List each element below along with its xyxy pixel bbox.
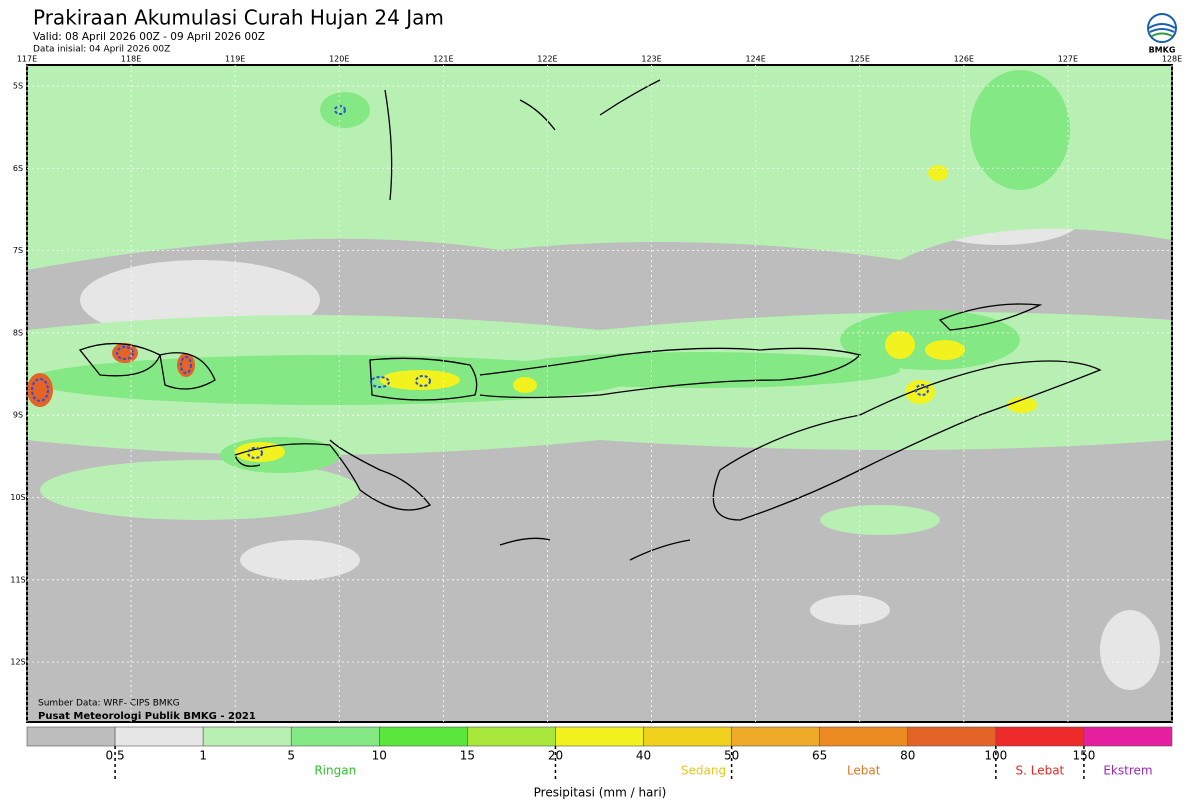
longitude-label: 124E xyxy=(745,55,765,64)
legend-tick-label: 20 xyxy=(548,749,563,763)
latitude-label: 9S xyxy=(13,411,23,420)
latitude-label: 6S xyxy=(13,164,23,173)
legend-tick-label: 80 xyxy=(900,749,915,763)
legend-swatch xyxy=(467,726,556,747)
longitude-label: 119E xyxy=(225,55,245,64)
legend-tick-label: 40 xyxy=(636,749,651,763)
latitude-label: 11S xyxy=(10,575,25,584)
legend-swatch xyxy=(995,726,1085,747)
bmkg-logo xyxy=(1147,13,1177,43)
credit: Pusat Meteorologi Publik BMKG - 2021 xyxy=(38,711,256,722)
longitude-label: 128E xyxy=(1162,55,1182,64)
legend-title: Presipitasi (mm / hari) xyxy=(534,786,667,800)
source: Sumber Data: WRF- CIPS BMKG xyxy=(38,699,180,709)
legend-tick-label: 15 xyxy=(460,749,475,763)
category-label: S. Lebat xyxy=(1015,764,1064,778)
latitude-label: 12S xyxy=(10,658,25,667)
category-label: Ekstrem xyxy=(1103,764,1152,778)
valid-period: Valid: 08 April 2026 00Z - 09 April 2026… xyxy=(33,31,265,43)
legend-swatch xyxy=(731,726,820,747)
longitude-label: 120E xyxy=(329,55,349,64)
legend-swatch xyxy=(907,726,997,747)
legend-swatch xyxy=(26,726,116,747)
title: Prakiraan Akumulasi Curah Hujan 24 Jam xyxy=(33,6,444,30)
longitude-label: 125E xyxy=(850,55,870,64)
legend-swatch xyxy=(1083,726,1173,747)
legend-tick-label: 100 xyxy=(984,749,1007,763)
legend-swatch xyxy=(819,726,909,747)
map-area xyxy=(26,64,1173,723)
legend-tick-label: 1 xyxy=(199,749,207,763)
legend-swatch xyxy=(114,726,204,747)
legend-tick-label: 5 xyxy=(287,749,295,763)
initial-data: Data inisial: 04 April 2026 00Z xyxy=(33,45,170,55)
legend-tick-label: 0.5 xyxy=(106,749,125,763)
legend-tick-label: 50 xyxy=(724,749,739,763)
longitude-label: 122E xyxy=(537,55,557,64)
legend-tick-label: 65 xyxy=(812,749,827,763)
category-label: Lebat xyxy=(847,764,881,778)
latitude-label: 5S xyxy=(13,82,23,91)
longitude-label: 123E xyxy=(641,55,661,64)
latitude-label: 7S xyxy=(13,246,23,255)
longitude-label: 117E xyxy=(17,55,37,64)
category-label: Sedang xyxy=(681,764,726,778)
longitude-label: 126E xyxy=(954,55,974,64)
category-label: Ringan xyxy=(314,764,356,778)
legend-swatch xyxy=(643,726,732,747)
legend-swatch xyxy=(290,726,380,747)
legend-tick-label: 10 xyxy=(372,749,387,763)
longitude-label: 121E xyxy=(433,55,453,64)
longitude-label: 127E xyxy=(1058,55,1078,64)
legend-tick-label: 150 xyxy=(1072,749,1095,763)
legend-swatch xyxy=(379,726,468,747)
latitude-label: 8S xyxy=(13,328,23,337)
logo-text: BMKG xyxy=(1149,46,1176,55)
legend-swatch xyxy=(202,726,292,747)
longitude-label: 118E xyxy=(121,55,141,64)
legend-swatch xyxy=(555,726,644,747)
latitude-label: 10S xyxy=(10,493,25,502)
